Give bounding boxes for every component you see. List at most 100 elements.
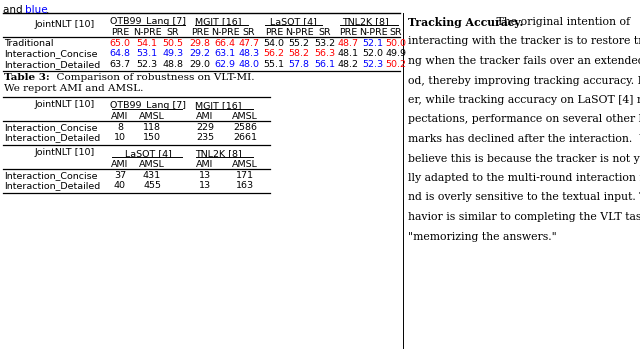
Text: AMI: AMI [111,160,129,169]
Text: Interaction_Detailed: Interaction_Detailed [4,133,100,143]
Text: AMSL: AMSL [232,112,258,121]
Text: believe this is because the tracker is not yet fu-: believe this is because the tracker is n… [408,153,640,164]
Text: Tracking Accuracy.: Tracking Accuracy. [408,17,524,28]
Text: 52.3: 52.3 [362,60,383,69]
Text: 229: 229 [196,123,214,132]
Text: PRE: PRE [111,28,129,37]
Text: PRE: PRE [191,28,209,37]
Text: 48.7: 48.7 [337,39,358,48]
Text: PRE: PRE [339,28,357,37]
Text: Interaction_Detailed: Interaction_Detailed [4,181,100,191]
Text: Traditional: Traditional [4,39,54,48]
Text: N-PRE: N-PRE [132,28,161,37]
Text: 8: 8 [117,123,123,132]
Text: Interaction_Concise: Interaction_Concise [4,49,97,59]
Text: 29.2: 29.2 [189,49,211,59]
Text: interacting with the tracker is to restore tracki-: interacting with the tracker is to resto… [408,37,640,46]
Text: 52.1: 52.1 [362,39,383,48]
Text: od, thereby improving tracking accuracy. Howev-: od, thereby improving tracking accuracy.… [408,75,640,86]
Text: Interaction_Concise: Interaction_Concise [4,123,97,132]
Text: MGIT [16]: MGIT [16] [195,17,241,26]
Text: 57.8: 57.8 [289,60,310,69]
Text: 50.5: 50.5 [163,39,184,48]
Text: 49.3: 49.3 [163,49,184,59]
Text: 58.2: 58.2 [289,49,310,59]
Text: N-PRE: N-PRE [211,28,239,37]
Text: JointNLT [10]: JointNLT [10] [35,20,95,29]
Text: 40: 40 [114,181,126,191]
Text: Table 3:: Table 3: [4,73,50,82]
Text: 50.2: 50.2 [385,60,406,69]
Text: 56.3: 56.3 [314,49,335,59]
Text: 455: 455 [143,181,161,191]
Text: TNL2K [8]: TNL2K [8] [195,149,241,158]
Text: 48.1: 48.1 [337,49,358,59]
Text: 63.7: 63.7 [109,60,131,69]
Text: LaSOT [4]: LaSOT [4] [125,149,172,158]
Text: .: . [46,5,49,15]
Text: 54.0: 54.0 [264,39,285,48]
Text: 63.1: 63.1 [214,49,236,59]
Text: 29.0: 29.0 [189,60,211,69]
Text: 53.1: 53.1 [136,49,157,59]
Text: 163: 163 [236,181,254,191]
Text: 37: 37 [114,171,126,180]
Text: 66.4: 66.4 [214,39,236,48]
Text: AMI: AMI [196,160,214,169]
Text: and: and [3,5,26,15]
Text: "memorizing the answers.": "memorizing the answers." [408,232,557,241]
Text: havior is similar to completing the VLT task by: havior is similar to completing the VLT … [408,212,640,222]
Text: The original intention of: The original intention of [493,17,630,27]
Text: 48.8: 48.8 [163,60,184,69]
Text: AMSL: AMSL [232,160,258,169]
Text: Interaction_Detailed: Interaction_Detailed [4,60,100,69]
Text: 171: 171 [236,171,254,180]
Text: 48.3: 48.3 [239,49,260,59]
Text: PRE: PRE [265,28,283,37]
Text: 13: 13 [199,181,211,191]
Text: 29.8: 29.8 [189,39,211,48]
Text: 13: 13 [199,171,211,180]
Text: OTB99_Lang [7]: OTB99_Lang [7] [110,101,186,110]
Text: AMSL: AMSL [139,112,165,121]
Text: 49.9: 49.9 [385,49,406,59]
Text: nd is overly sensitive to the textual input. This be-: nd is overly sensitive to the textual in… [408,192,640,203]
Text: AMI: AMI [111,112,129,121]
Text: 52.3: 52.3 [136,60,157,69]
Text: SR: SR [319,28,332,37]
Text: pectations, performance on several other bench-: pectations, performance on several other… [408,114,640,125]
Text: er, while tracking accuracy on LaSOT [4] meets ex-: er, while tracking accuracy on LaSOT [4]… [408,95,640,105]
Text: 48.0: 48.0 [239,60,259,69]
Text: OTB99_Lang [7]: OTB99_Lang [7] [110,17,186,26]
Text: 10: 10 [114,133,126,143]
Text: SR: SR [243,28,255,37]
Text: LaSOT [4]: LaSOT [4] [269,17,316,26]
Text: 53.2: 53.2 [314,39,335,48]
Text: We report AMI and AMSL.: We report AMI and AMSL. [4,84,143,93]
Text: blue: blue [25,5,47,15]
Text: Comparison of robustness on VLT-MI.: Comparison of robustness on VLT-MI. [50,73,255,82]
Text: SR: SR [390,28,403,37]
Text: 118: 118 [143,123,161,132]
Text: 64.8: 64.8 [109,49,131,59]
Text: 235: 235 [196,133,214,143]
Text: 55.1: 55.1 [264,60,285,69]
Text: 150: 150 [143,133,161,143]
Text: TNL2K [8]: TNL2K [8] [342,17,388,26]
Text: ng when the tracker fails over an extended peri-: ng when the tracker fails over an extend… [408,56,640,66]
Text: lly adapted to the multi-round interaction mode a-: lly adapted to the multi-round interacti… [408,173,640,183]
Text: JointNLT [10]: JointNLT [10] [35,148,95,157]
Text: AMSL: AMSL [139,160,165,169]
Text: Interaction_Concise: Interaction_Concise [4,171,97,180]
Text: AMI: AMI [196,112,214,121]
Text: JointNLT [10]: JointNLT [10] [35,100,95,109]
Text: 54.1: 54.1 [136,39,157,48]
Text: 56.1: 56.1 [314,60,335,69]
Text: 55.2: 55.2 [289,39,310,48]
Text: 52.0: 52.0 [362,49,383,59]
Text: 62.9: 62.9 [214,60,236,69]
Text: marks has declined after the interaction.  We: marks has declined after the interaction… [408,134,640,144]
Text: N-PRE: N-PRE [358,28,387,37]
Text: MGIT [16]: MGIT [16] [195,101,241,110]
Text: 48.2: 48.2 [337,60,358,69]
